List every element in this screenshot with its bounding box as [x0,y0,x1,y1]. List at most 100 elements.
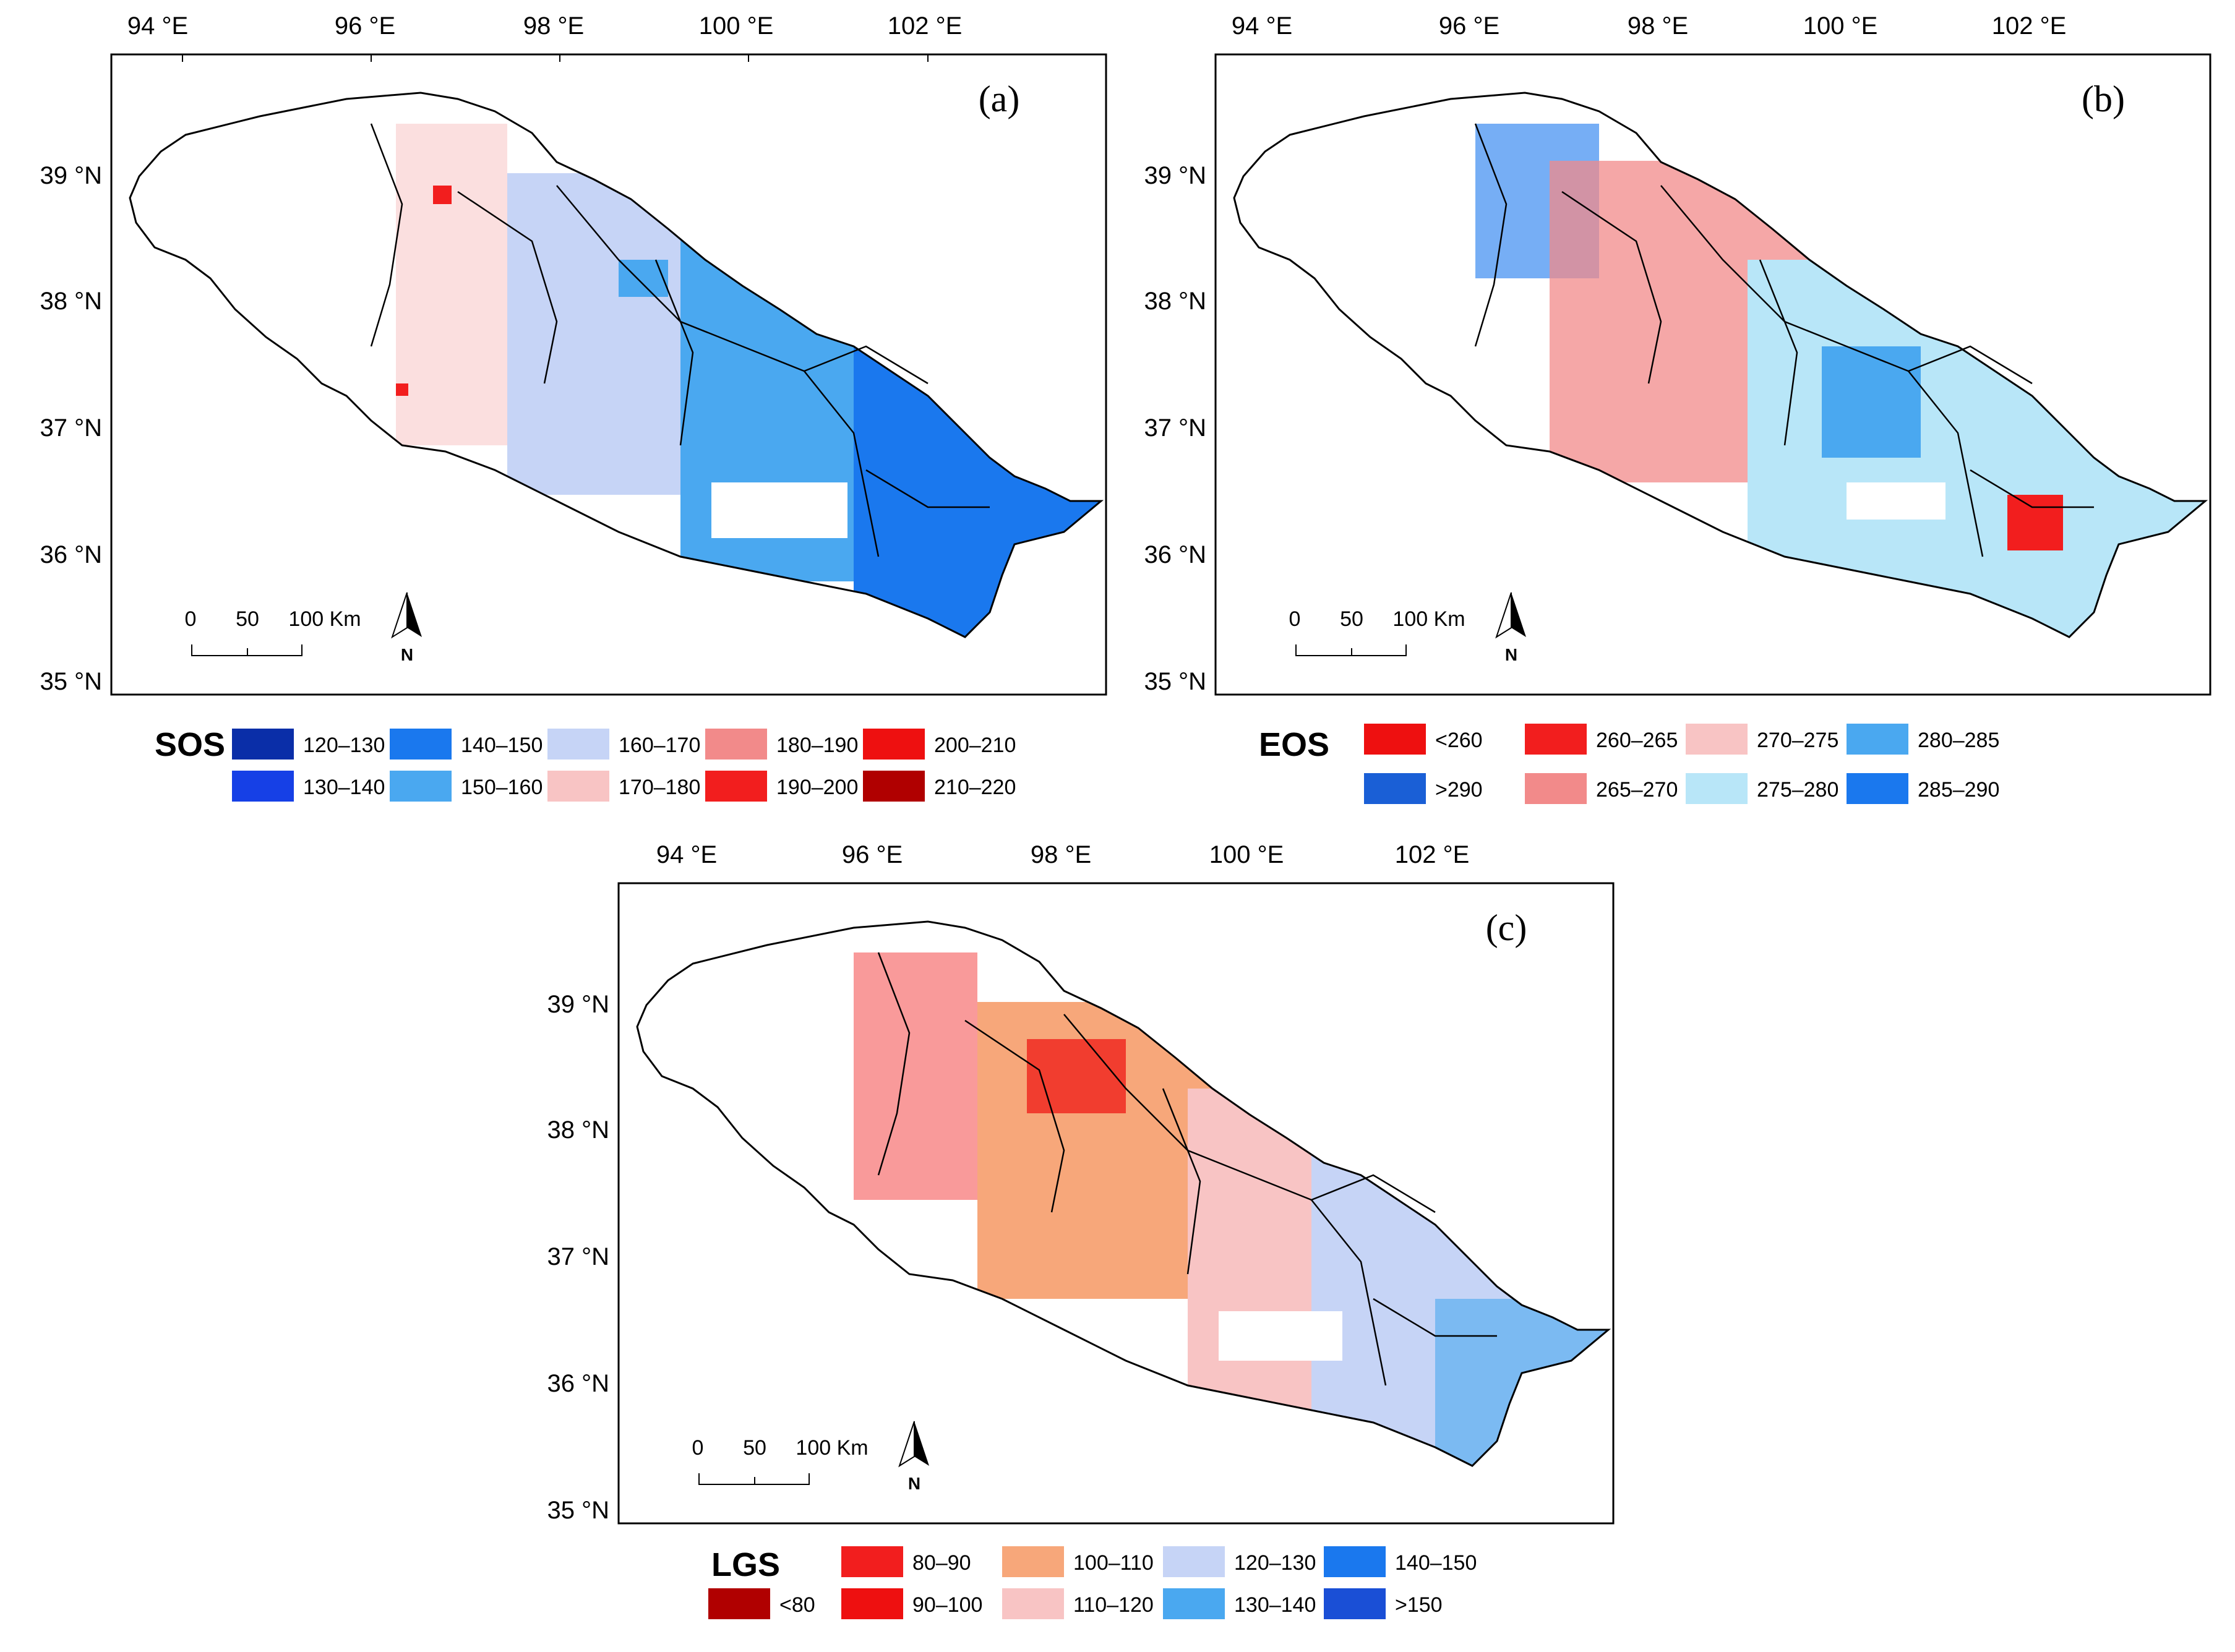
legend-label: 265–270 [1596,778,1678,802]
legend-title: LGS [711,1546,780,1583]
legend-swatch [390,771,452,802]
legend-label: 260–265 [1596,729,1678,752]
legend-label: 190–200 [776,776,858,799]
scale-bar: 0 50 100 Km [1289,607,1465,656]
legend-swatch [390,729,452,760]
legend-item: 90–100 [841,1588,982,1619]
lon-tick: 94 °E [127,12,188,40]
svg-text:100 Km: 100 Km [288,607,361,631]
legend-item: >150 [1324,1588,1443,1619]
legend-label: 140–150 [461,734,543,757]
svg-text:36 °N: 36 °N [1144,541,1207,568]
lon-tick-labels: 94 °E 96 °E 98 °E 100 °E 102 °E [656,841,1469,868]
legend-item: 100–110 [1002,1546,1154,1577]
svg-text:98 °E: 98 °E [1628,12,1688,40]
svg-text:37 °N: 37 °N [1144,414,1207,442]
legend-swatch [547,729,609,760]
legend-swatch [1324,1546,1386,1577]
legend-label: >150 [1395,1593,1443,1617]
north-arrow-icon: N [1495,592,1526,664]
legend-item: 190–200 [705,771,858,802]
legend-label: <260 [1435,729,1483,752]
legend-swatch [1847,773,1908,804]
legend-swatch [1686,773,1748,804]
svg-text:100 °E: 100 °E [1209,841,1284,868]
legend-label: 285–290 [1918,778,1999,802]
legend-swatch [841,1588,903,1619]
north-arrow-icon: N [898,1421,929,1493]
north-arrow-icon: N [391,592,422,664]
svg-text:94 °E: 94 °E [1232,12,1292,40]
svg-text:0: 0 [692,1436,704,1460]
svg-text:39 °N: 39 °N [1144,162,1207,189]
svg-text:96 °E: 96 °E [842,841,903,868]
legend-item: 110–120 [1002,1588,1154,1619]
legend-item: 160–170 [547,729,700,760]
legend-label: 270–275 [1757,729,1838,752]
legend: SOS 120–130 130–140 140–150 150–160 160–170 1… [155,726,1016,802]
lat-tick-labels: 39 °N 38 °N 37 °N 36 °N 35 °N [547,991,610,1524]
legend-label: 160–170 [619,734,700,757]
svg-text:38 °N: 38 °N [547,1116,610,1144]
legend-title: EOS [1259,726,1329,763]
svg-text:50: 50 [1340,607,1363,631]
legend-item: 265–270 [1525,773,1678,804]
legend-label: 100–110 [1073,1551,1154,1575]
legend-swatch [1163,1588,1225,1619]
svg-text:N: N [908,1474,920,1493]
svg-text:N: N [1505,645,1517,664]
legend-item: 140–150 [1324,1546,1477,1577]
svg-text:0: 0 [1289,607,1301,631]
svg-text:35 °N: 35 °N [547,1497,610,1524]
legend-item: 270–275 [1686,724,1838,755]
legend-label: 280–285 [1918,729,1999,752]
legend-label: 150–160 [461,776,543,799]
legend-swatch [708,1588,770,1619]
legend-label: 180–190 [776,734,858,757]
legend-label: 170–180 [619,776,700,799]
legend-item: 285–290 [1847,773,1999,804]
svg-text:38 °N: 38 °N [1144,288,1207,315]
svg-text:37 °N: 37 °N [547,1243,610,1270]
legend-item: 200–210 [863,729,1016,760]
panel-a: 94 °E 96 °E 98 °E 100 °E 102 °E 39 °N 38… [40,12,1107,802]
svg-text:N: N [401,645,413,664]
legend-label: <80 [779,1593,815,1617]
legend-item: >290 [1364,773,1483,804]
legend-label: 120–130 [303,734,385,757]
legend-swatch [1364,773,1426,804]
legend-item: 130–140 [1163,1588,1316,1619]
svg-text:102 °E: 102 °E [1992,12,2067,40]
svg-text:100 °E: 100 °E [1803,12,1878,40]
legend-item: <80 [708,1588,815,1619]
legend-item: 280–285 [1847,724,1999,755]
legend-swatch [1002,1588,1064,1619]
panel-label: (c) [1486,907,1527,948]
svg-text:36 °N: 36 °N [547,1370,610,1397]
legend-label: >290 [1435,778,1483,802]
legend-item: 260–265 [1525,724,1678,755]
svg-text:39 °N: 39 °N [547,991,610,1018]
lon-tick-labels: 94 °E 96 °E 98 °E 100 °E 102 °E [127,12,962,62]
lat-tick: 35 °N [40,668,103,695]
lon-tick: 96 °E [335,12,395,40]
legend-item: 210–220 [863,771,1016,802]
svg-text:0: 0 [185,607,197,631]
svg-text:102 °E: 102 °E [1395,841,1470,868]
legend-swatch [232,729,294,760]
legend-label: 210–220 [934,776,1016,799]
legend-label: 130–140 [303,776,385,799]
svg-text:50: 50 [743,1436,766,1460]
lat-tick: 36 °N [40,541,103,568]
lon-tick: 98 °E [523,12,584,40]
legend-label: 90–100 [912,1593,982,1617]
legend-swatch [1525,724,1587,755]
legend: LGS <80 80–90 90–100 100–110 110–120 120–130 1… [708,1546,1477,1619]
svg-text:98 °E: 98 °E [1031,841,1091,868]
legend-swatch [863,771,925,802]
svg-text:50: 50 [236,607,259,631]
subbasin-boundaries [370,123,990,557]
legend-item: 170–180 [547,771,700,802]
legend-item: <260 [1364,724,1483,755]
